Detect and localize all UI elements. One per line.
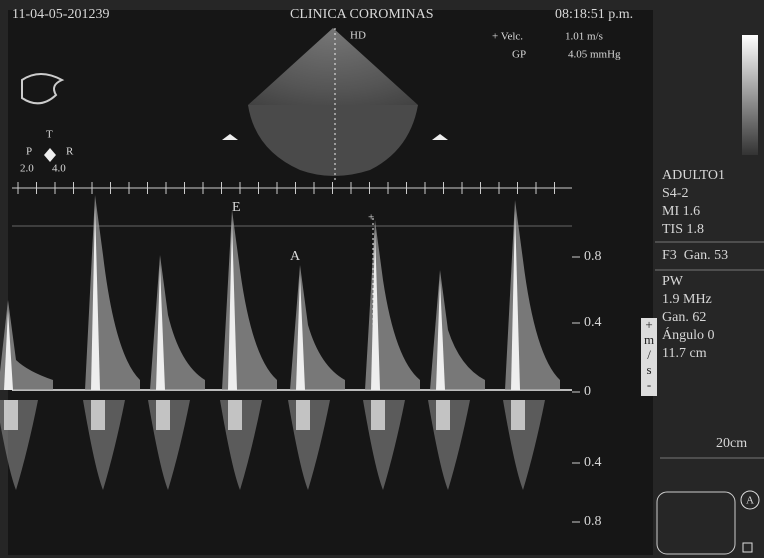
- scale-label: 0.4: [584, 455, 602, 470]
- probe: S4-2: [662, 186, 688, 201]
- display: 11-04-05-201239 CLINICA COROMINAS 08:18:…: [0, 0, 764, 558]
- unit-char: /: [647, 347, 651, 362]
- reverse-core: [371, 400, 385, 430]
- orientation-left: P: [26, 146, 32, 158]
- orientation-top: T: [46, 129, 53, 141]
- preset: ADULTO1: [662, 168, 725, 183]
- mi: MI 1.6: [662, 204, 700, 219]
- reverse-core: [436, 400, 450, 430]
- scale-label: 0: [584, 384, 591, 399]
- scale-label: 0.4: [584, 315, 602, 330]
- depth-max: 4.0: [52, 163, 66, 175]
- gray-bar: [742, 35, 758, 155]
- reverse-core: [511, 400, 525, 430]
- pw-mode: PW: [662, 274, 684, 289]
- mode-label: HD: [350, 30, 366, 42]
- gain-2d: F3 Gan. 53: [662, 248, 728, 263]
- gradient-value: 4.05 mmHg: [568, 49, 621, 61]
- velocity-value: 1.01 m/s: [565, 31, 603, 43]
- auto-button[interactable]: A: [746, 495, 754, 507]
- tis: TIS 1.8: [662, 222, 704, 237]
- unit-char: s: [646, 362, 651, 377]
- reverse-core: [4, 400, 18, 430]
- cursor-plus: +: [368, 212, 374, 224]
- gain: Gan. 62: [662, 310, 706, 325]
- clinic-name: CLINICA COROMINAS: [290, 7, 434, 22]
- exam-id: 11-04-05-201239: [12, 7, 109, 22]
- reverse-core: [228, 400, 242, 430]
- velocity-label: + Velc.: [492, 31, 523, 43]
- depth-min: 2.0: [20, 163, 34, 175]
- angle: Ángulo 0: [662, 326, 715, 343]
- unit-char: m: [644, 332, 654, 347]
- scale-label: 0.8: [584, 514, 602, 529]
- depth: 11.7 cm: [662, 346, 707, 361]
- frequency: 1.9 MHz: [662, 292, 712, 307]
- reverse-core: [296, 400, 310, 430]
- clock: 08:18:51 p.m.: [555, 7, 633, 22]
- e-wave-label: E: [232, 200, 241, 215]
- gradient-label: GP: [512, 49, 526, 61]
- a-wave-label: A: [290, 249, 301, 264]
- reverse-core: [156, 400, 170, 430]
- unit-char: +: [645, 317, 652, 332]
- unit-char: -: [647, 377, 651, 392]
- orientation-right: R: [66, 146, 74, 158]
- scale-depth: 20cm: [716, 436, 747, 451]
- ultrasound-screen: 11-04-05-201239 CLINICA COROMINAS 08:18:…: [0, 0, 764, 558]
- scale-label: 0.8: [584, 249, 602, 264]
- reverse-core: [91, 400, 105, 430]
